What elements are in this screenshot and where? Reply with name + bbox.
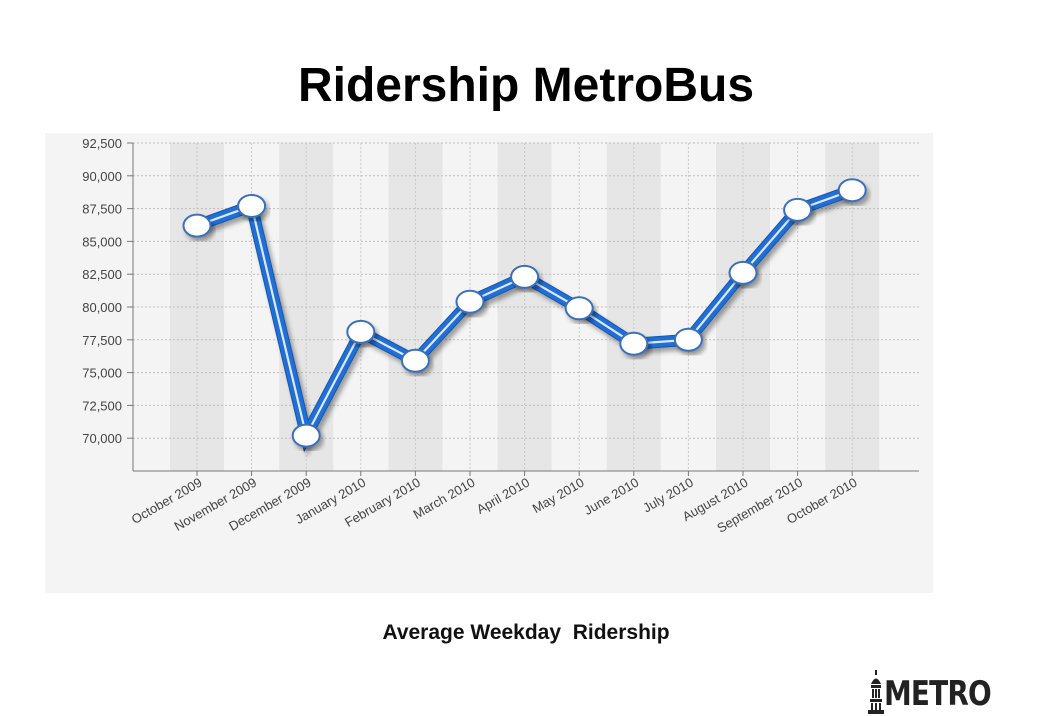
y-tick-label: 72,500 (82, 398, 122, 413)
metro-logo: METRO (868, 666, 1014, 714)
y-tick-label: 80,000 (82, 300, 122, 315)
page-title: Ridership MetroBus (297, 59, 755, 112)
data-point (673, 327, 703, 352)
data-point (728, 260, 758, 285)
data-point (619, 331, 649, 356)
data-point (510, 264, 540, 289)
data-point (182, 213, 212, 238)
line-chart: 70,000 72,500 75,000 77,500 80,000 82,500 85,0… (82, 136, 919, 536)
x-tick-label: March 2010 (411, 475, 478, 522)
y-tick-label: 85,000 (82, 234, 122, 249)
x-tick-label: May 2010 (530, 475, 587, 517)
y-tick-label: 82,500 (82, 267, 122, 282)
x-tick-label: April 2010 (474, 475, 532, 517)
y-tick-label: 70,000 (82, 431, 122, 446)
data-point (783, 197, 813, 222)
y-tick-label: 75,000 (82, 366, 122, 381)
data-point (400, 348, 430, 373)
y-tick-label: 90,000 (82, 169, 122, 184)
y-tick-label: 92,500 (82, 136, 122, 151)
y-tick-label: 87,500 (82, 202, 122, 217)
y-tick-label: 77,500 (82, 333, 122, 348)
data-point (837, 178, 867, 203)
data-point (346, 319, 376, 344)
capitol-dome-icon (868, 670, 884, 714)
data-point (564, 296, 594, 321)
chart-panel: 70,000 72,500 75,000 77,500 80,000 82,500 85,0… (45, 133, 933, 593)
metro-logo-text: METRO (884, 674, 992, 714)
data-point (291, 423, 321, 448)
data-point (455, 289, 485, 314)
chart-caption: Average Weekday Ridership (382, 621, 670, 644)
data-point (237, 193, 267, 218)
x-tick-label: June 2010 (581, 475, 641, 518)
